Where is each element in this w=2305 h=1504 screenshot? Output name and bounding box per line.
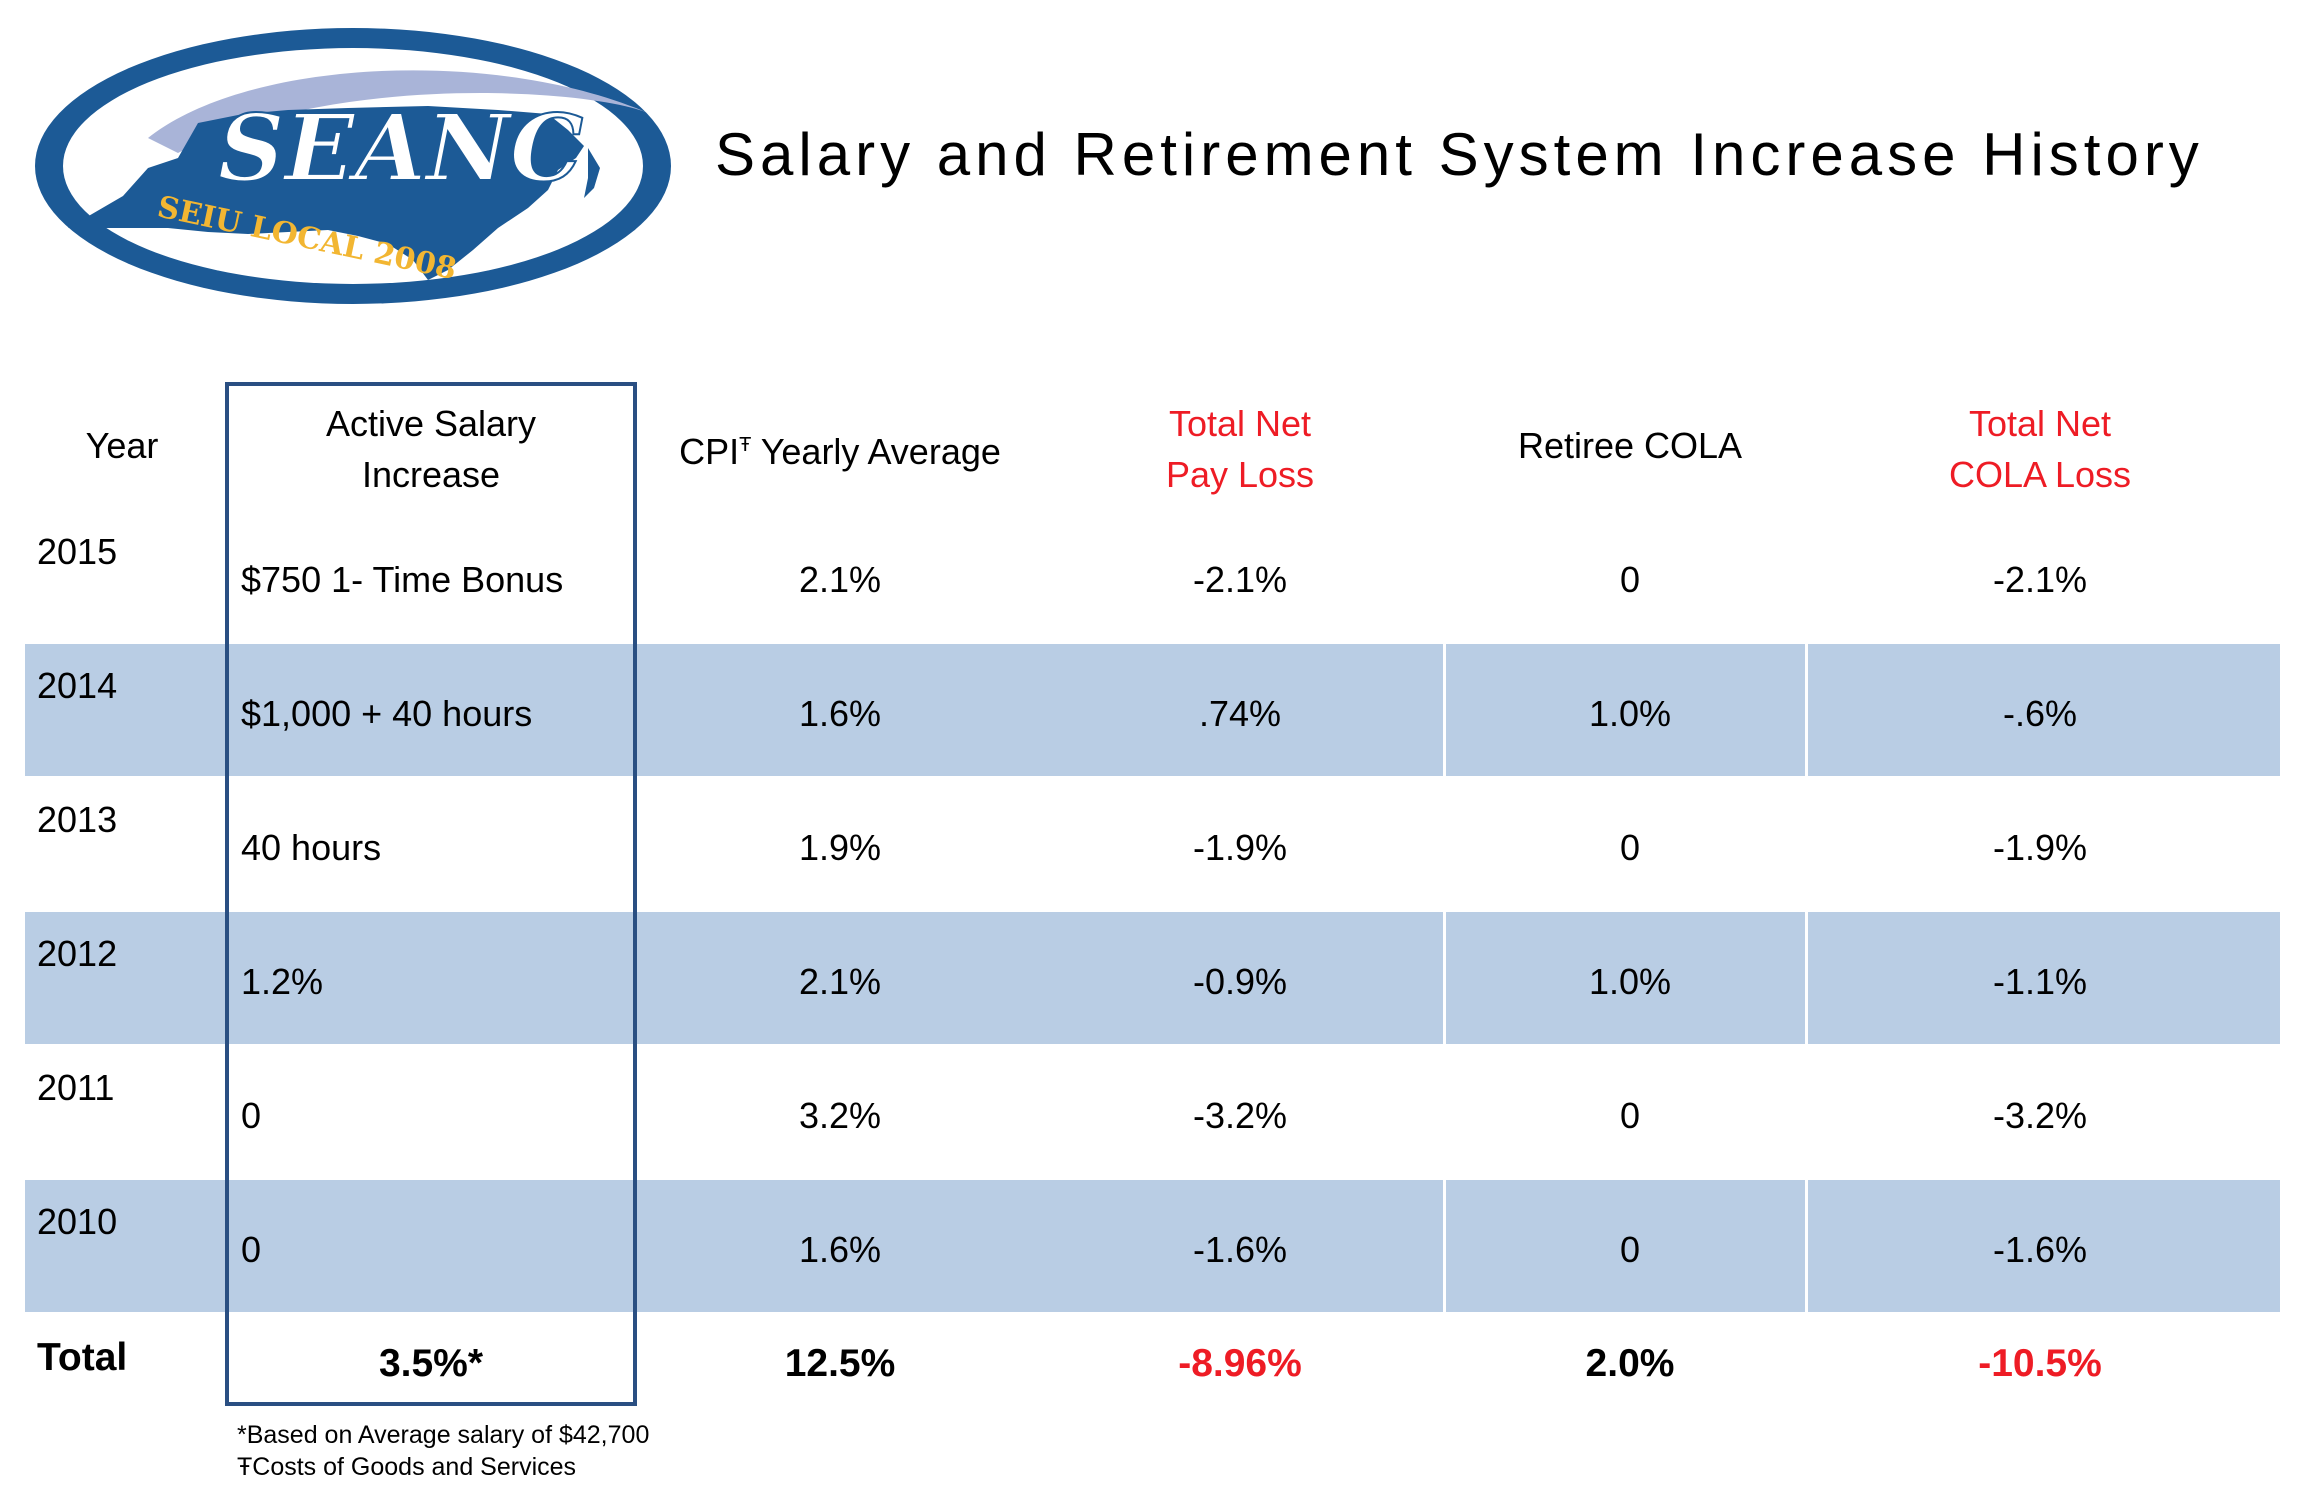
table-cell-salary: 0 [241,1095,262,1136]
table-cell-cola-loss: -.6% [2002,693,2078,734]
table-cell-year: 2010 [37,1201,118,1242]
table-cell-cpi: 1.6% [798,1229,882,1270]
header-retiree-cola: Retiree COLA [1517,425,1743,466]
table-cell-year: 2013 [37,799,118,840]
footnote-average-salary: *Based on Average salary of $42,700 [237,1421,650,1449]
table-cell-cpi: 3.2% [798,1095,882,1136]
header-cola-loss-line2: COLA Loss [1948,454,2132,495]
header-pay-loss-line1: Total Net [1168,403,1312,444]
table-cell-cpi: 2.1% [798,559,882,600]
table-cell-cola-loss: -2.1% [1992,559,2088,600]
table-cell-salary: 0 [241,1229,262,1270]
table-cell-pay-loss: -0.9% [1192,961,1288,1002]
table-cell-salary: $750 1- Time Bonus [241,559,564,600]
footnote-cpi-definition: ŦCosts of Goods and Services [237,1453,577,1481]
header-pay-loss-line2: Pay Loss [1165,454,1315,495]
table-cell-pay-loss: -1.9% [1192,827,1288,868]
header-total-net-pay-loss: Total Net Pay Loss [1080,398,1400,500]
row-band-2014 [25,644,2280,776]
seanc-logo-graphic: SEIU LOCAL 2008 SEANC [35,28,671,304]
table-cell-cola-loss: -1.1% [1992,961,2088,1002]
table-cell-cpi: 2.1% [798,961,882,1002]
total-pay-loss: -8.96% [1178,1342,1302,1385]
total-cpi: 12.5% [784,1342,896,1385]
table-cell-cola: 1.0% [1588,693,1672,734]
table-cell-year: 2014 [37,665,118,706]
table-cell-salary: 1.2% [241,961,324,1002]
table-cell-salary: $1,000 + 40 hours [241,693,533,734]
table-cell-salary: 40 hours [241,827,382,868]
header-year: Year [85,425,159,466]
page-title: Salary and Retirement System Increase Hi… [715,121,2204,188]
header-cpi-suffix: Yearly Average [751,431,1001,472]
header-active-salary-line1: Active Salary [325,403,537,444]
table-cell-cola: 0 [1619,559,1641,600]
table-cell-cola: 0 [1619,1095,1641,1136]
table-cell-cola-loss: -1.6% [1992,1229,2088,1270]
row-band-2010 [25,1180,2280,1312]
total-cola-loss: -10.5% [1978,1342,2102,1385]
header-cpi-mark: Ŧ [739,434,752,456]
band-divider [1805,912,1808,1044]
total-cola: 2.0% [1585,1342,1675,1385]
band-divider [1805,1180,1808,1312]
band-divider [1805,644,1808,776]
total-salary: 3.5%* [378,1342,484,1385]
table-cell-year: 2015 [37,531,118,572]
table-cell-year: 2012 [37,933,118,974]
table-cell-cola: 0 [1619,827,1641,868]
header-cpi-prefix: CPI [679,431,740,472]
header-active-salary: Active Salary Increase [231,398,631,500]
seanc-wordmark: SEANC [218,94,583,202]
table-cell-cola-loss: -3.2% [1992,1095,2088,1136]
table-cell-pay-loss: -2.1% [1192,559,1288,600]
band-divider [1443,644,1446,776]
seanc-logo: SEIU LOCAL 2008 SEANC [28,18,688,318]
table-cell-cola-loss: -1.9% [1992,827,2088,868]
header-cola-loss-line1: Total Net [1968,403,2112,444]
band-divider [1443,912,1446,1044]
header-cpi: CPIŦ Yearly Average [650,420,1030,477]
header-active-salary-line2: Increase [361,454,501,495]
row-band-2012 [25,912,2280,1044]
total-label: Total [37,1336,128,1379]
header-total-net-cola-loss: Total Net COLA Loss [1880,398,2200,500]
table-cell-pay-loss: -3.2% [1192,1095,1288,1136]
table-cell-year: 2011 [37,1067,115,1108]
table-cell-cola: 1.0% [1588,961,1672,1002]
table-cell-cpi: 1.6% [798,693,882,734]
table-cell-cpi: 1.9% [798,827,882,868]
table-cell-pay-loss: -1.6% [1192,1229,1288,1270]
band-divider [1443,1180,1446,1312]
table-cell-cola: 0 [1619,1229,1641,1270]
table-cell-pay-loss: .74% [1198,693,1282,734]
